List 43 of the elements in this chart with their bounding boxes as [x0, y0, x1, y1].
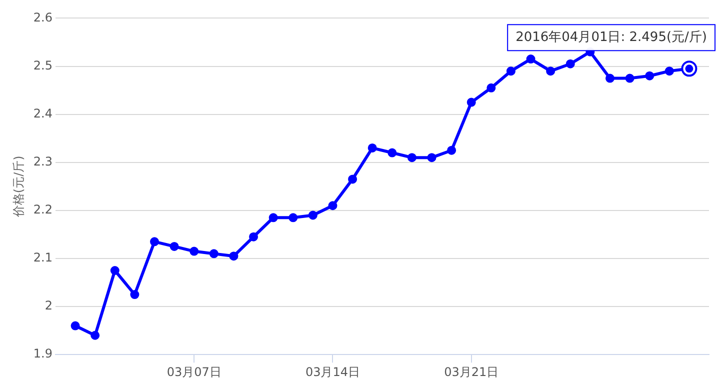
- point: [645, 71, 654, 80]
- point: [566, 59, 575, 68]
- y-tick-label: 2.4: [33, 106, 52, 120]
- x-tick-label: 03月07日: [166, 364, 222, 379]
- point: [90, 330, 100, 340]
- point: [70, 321, 80, 330]
- y-tick-label: 1.9: [33, 346, 52, 361]
- point: [190, 246, 199, 256]
- y-tick-label: 2: [44, 298, 52, 313]
- x-tick-label: 03月21日: [444, 364, 499, 379]
- point: [348, 174, 358, 184]
- point: [388, 148, 397, 158]
- y-tick-label: 2.2: [33, 202, 52, 217]
- point: [249, 232, 258, 242]
- point: [150, 237, 159, 246]
- point: [209, 249, 218, 258]
- point: [664, 66, 674, 76]
- point: [605, 74, 614, 83]
- point: [486, 83, 496, 92]
- point: [328, 201, 338, 210]
- point: [466, 98, 476, 107]
- point: [427, 153, 436, 162]
- point: [268, 213, 278, 222]
- point: [170, 242, 179, 251]
- point: [526, 54, 536, 64]
- point: [407, 153, 416, 162]
- y-tick-label: 2.3: [33, 154, 52, 168]
- point: [625, 74, 634, 83]
- point: [110, 266, 120, 275]
- point: [229, 252, 238, 261]
- point: [546, 66, 556, 76]
- point: [447, 146, 456, 155]
- y-axis-title: 价格(元/斤): [11, 156, 26, 218]
- y-tick-label: 2.6: [33, 10, 52, 24]
- point: [368, 143, 377, 152]
- point: [308, 210, 318, 220]
- point: [506, 66, 516, 76]
- point: [288, 213, 298, 222]
- point: [130, 290, 140, 300]
- y-tick-label: 2.1: [33, 250, 52, 265]
- annotation: 2016年04月01日: 2.495(元/斤): [516, 30, 707, 46]
- y-tick-label: 2.5: [33, 58, 52, 72]
- x-tick-label: 03月14日: [305, 364, 360, 379]
